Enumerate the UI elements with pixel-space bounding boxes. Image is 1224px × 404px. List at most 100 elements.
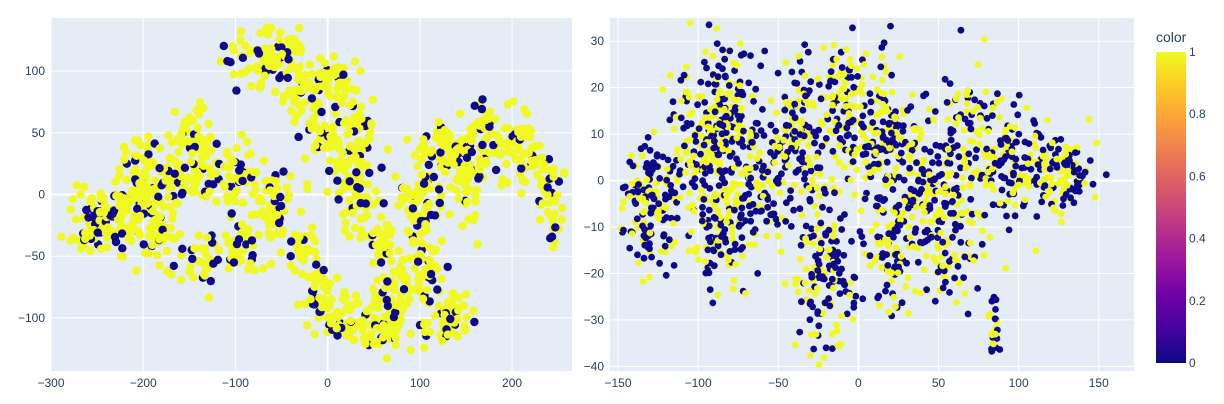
data-point <box>879 100 887 108</box>
y-tick-label: 0 <box>38 188 45 202</box>
data-point <box>1008 148 1016 156</box>
data-point <box>1042 193 1049 201</box>
data-point <box>369 258 378 268</box>
data-point <box>838 312 846 320</box>
x-tick-label: −150 <box>604 376 631 390</box>
data-point <box>700 196 708 203</box>
data-point <box>829 232 837 240</box>
data-point <box>919 166 926 173</box>
data-point <box>782 59 790 67</box>
data-point <box>809 303 816 311</box>
data-point <box>959 174 966 182</box>
data-point <box>112 191 121 201</box>
data-point <box>1037 134 1045 141</box>
data-point <box>917 289 925 297</box>
data-point <box>842 95 849 102</box>
data-point <box>801 41 809 48</box>
data-point <box>875 292 883 300</box>
data-point <box>717 140 724 148</box>
data-point <box>1102 171 1110 179</box>
y-tick-label: −20 <box>584 266 605 280</box>
data-point <box>356 102 366 112</box>
data-point <box>367 120 376 130</box>
data-point <box>917 130 925 138</box>
data-point <box>890 293 898 301</box>
data-point <box>93 228 103 237</box>
data-point <box>635 181 642 188</box>
data-point <box>669 98 677 106</box>
colorbar-tick-label: 0.4 <box>1189 232 1206 246</box>
data-point <box>733 61 741 69</box>
data-point <box>1002 153 1009 161</box>
data-point <box>960 274 967 281</box>
data-point <box>190 244 199 253</box>
data-point <box>965 150 973 158</box>
data-point <box>1067 194 1074 202</box>
data-point <box>557 215 566 224</box>
data-point <box>334 144 344 154</box>
data-point <box>310 329 319 339</box>
data-point <box>682 149 690 157</box>
data-point <box>971 169 979 177</box>
data-point <box>807 331 815 338</box>
data-point <box>201 249 211 259</box>
data-point <box>825 246 833 254</box>
data-point <box>814 308 822 315</box>
data-point <box>706 185 714 192</box>
data-point <box>806 316 814 324</box>
data-point <box>345 177 354 186</box>
colorbar-gradient <box>1156 52 1186 363</box>
data-point <box>1043 116 1051 124</box>
data-point <box>784 162 792 169</box>
data-point <box>801 72 809 80</box>
data-point <box>246 149 255 158</box>
data-point <box>378 333 388 342</box>
data-point <box>949 127 957 135</box>
data-point <box>926 202 934 209</box>
data-point <box>394 320 403 329</box>
data-point <box>515 155 524 165</box>
data-point <box>953 184 961 192</box>
data-point <box>166 203 175 212</box>
y-tick-labels-right: −40 −30 −20 −10 0 10 20 30 <box>584 34 605 373</box>
data-point <box>869 73 877 81</box>
data-point <box>852 292 860 300</box>
data-point <box>150 199 160 209</box>
data-point <box>937 142 944 150</box>
data-point <box>139 240 148 249</box>
data-point <box>951 274 958 282</box>
data-point <box>860 240 867 248</box>
data-point <box>873 111 880 119</box>
data-point <box>986 233 994 241</box>
data-point <box>437 236 446 246</box>
data-point <box>758 181 766 189</box>
data-point <box>868 227 875 235</box>
data-point <box>194 231 203 240</box>
data-point <box>275 35 284 45</box>
data-point <box>998 186 1006 194</box>
data-point <box>976 114 984 122</box>
data-point <box>655 215 662 222</box>
data-point <box>647 209 655 217</box>
data-point <box>1057 210 1065 218</box>
data-point <box>132 266 141 275</box>
data-point <box>811 139 818 147</box>
data-point <box>709 299 717 307</box>
data-point <box>547 232 557 241</box>
data-point <box>942 183 949 191</box>
data-point <box>660 231 668 239</box>
x-tick-label: −200 <box>130 376 157 390</box>
data-point <box>312 260 321 269</box>
data-point <box>158 225 167 234</box>
data-point <box>365 168 374 178</box>
data-point <box>642 234 650 242</box>
colorbar: color 0 0.2 0.4 0.6 0.8 1 <box>1156 29 1206 370</box>
data-point <box>333 135 342 145</box>
data-point <box>86 197 96 206</box>
data-point <box>845 131 852 139</box>
data-point <box>804 48 812 56</box>
data-point <box>862 150 870 158</box>
data-point <box>641 241 649 249</box>
data-point <box>780 136 788 144</box>
data-point <box>244 64 254 73</box>
